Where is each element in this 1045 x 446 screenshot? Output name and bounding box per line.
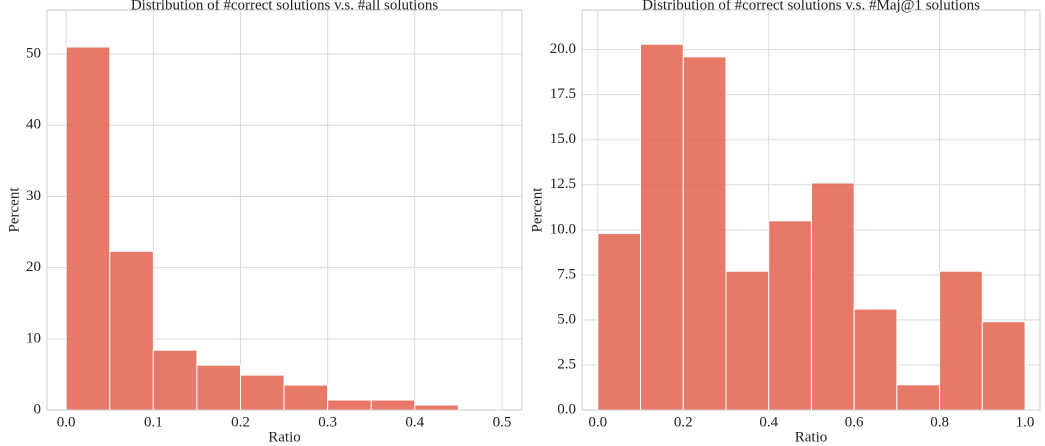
bar [414,404,459,411]
y-tick-label: 30 [26,188,41,204]
bar [939,270,983,411]
x-tick-label: 0.4 [405,414,424,430]
bar [725,270,770,411]
bar [196,364,241,411]
x-tick-label: 0.0 [57,414,76,430]
x-axis-label: Ratio [268,429,301,445]
y-tick-label: 5.0 [557,311,576,327]
x-tick-label: 0.5 [493,414,512,430]
bar [597,232,642,411]
bar [370,399,416,411]
y-tick-label: 7.5 [557,266,576,282]
x-tick-label: 0.2 [674,414,693,430]
y-tick-label: 17.5 [550,86,576,102]
bar [640,43,684,411]
bar [283,384,329,411]
y-tick-label: 10.0 [550,221,576,237]
y-tick-label: 50 [26,46,41,62]
y-axis-label: Percent [6,187,22,233]
bar [768,220,812,411]
x-tick-label: 0.1 [144,414,163,430]
bar [682,56,727,411]
bar [981,321,1026,411]
plot-frame [581,9,1041,411]
x-axis-label: Ratio [795,429,828,445]
bar [853,308,898,411]
x-tick-label: 0.8 [930,414,949,430]
chart-title: Distribution of #correct solutions v.s. … [131,0,439,13]
bar [896,384,941,411]
x-tick-label: 0.2 [231,414,250,430]
y-tick-label: 2.5 [557,356,576,372]
bar [152,349,198,411]
y-axis-label: Percent [529,187,545,233]
x-tick-label: 0.0 [588,414,607,430]
y-tick-label: 20.0 [550,41,576,57]
bar [65,46,111,411]
x-tick-label: 0.6 [845,414,864,430]
plot-frame [46,9,523,411]
bar [327,399,372,411]
x-tick-label: 1.0 [1016,414,1035,430]
y-tick-label: 20 [26,259,41,275]
y-tick-label: 12.5 [550,176,576,192]
chart-title: Distribution of #correct solutions v.s. … [642,0,980,13]
y-tick-label: 0.0 [557,401,576,417]
bar [109,250,154,411]
y-tick-label: 10 [26,330,41,346]
y-tick-label: 15.0 [550,131,576,147]
y-tick-label: 0 [34,401,42,417]
x-tick-label: 0.3 [318,414,337,430]
bar [239,374,285,411]
x-tick-label: 0.4 [759,414,778,430]
y-tick-label: 40 [26,117,41,133]
bar [810,182,855,411]
